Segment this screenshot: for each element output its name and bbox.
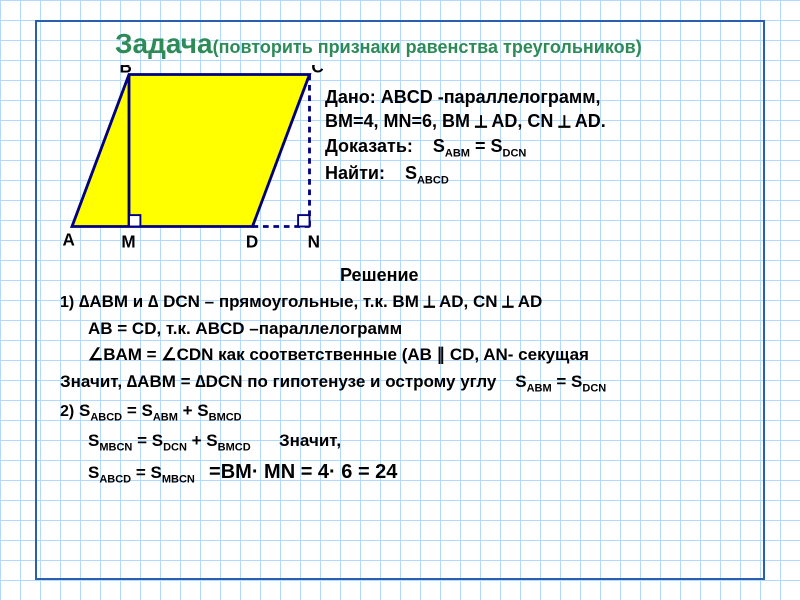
znachit: Значит, <box>279 431 341 450</box>
step2-line3: SABCD = SMBCN =BM· MN = 4· 6 = 24 <box>60 458 750 488</box>
s8sub: BMCD <box>218 441 251 453</box>
s9sub: ABCD <box>99 473 131 485</box>
final-calc: =BM· MN = 4· 6 = 24 <box>209 461 397 483</box>
find-s: S <box>405 163 417 183</box>
s2sub: DCN <box>582 382 606 394</box>
s10sub: MBCN <box>162 473 195 485</box>
label-d: D <box>246 232 258 251</box>
prove-sub1: ABM <box>445 147 470 159</box>
right-angle-m <box>129 215 140 226</box>
s4sub: ABM <box>153 412 178 424</box>
s6: S <box>88 431 99 450</box>
step2-line1: 2) SABCD = SABM + SBMCD <box>60 399 750 426</box>
label-m: M <box>121 232 135 251</box>
eqf: = S <box>136 463 162 482</box>
prove-sub2: DCN <box>503 147 527 159</box>
given-line3: Доказать: SABM = SDCN <box>325 134 606 161</box>
plus1: + S <box>183 401 209 420</box>
label-c: C <box>311 65 323 77</box>
s9: S <box>88 463 99 482</box>
eq3: = S <box>137 431 163 450</box>
parallelogram-abcd <box>72 75 310 227</box>
given-line2: BM=4, MN=6, BM ⟂ AD, CN ⟂ AD. <box>325 109 606 133</box>
label-b: B <box>120 65 132 77</box>
step1-line2: AB = CD, т.к. ABCD –параллелограмм <box>60 317 750 342</box>
s1: S <box>515 372 526 391</box>
solution-block: 1) ∆ABM и ∆ DCN – прямоугольные, т.к. BM… <box>60 290 750 490</box>
given-block: Дано: ABCD -параллелограмм, BM=4, MN=6, … <box>325 85 606 188</box>
eq1: = S <box>556 372 582 391</box>
step1-line4: Значит, ∆ABM = ∆DCN по гипотенузе и остр… <box>60 370 750 397</box>
label-a: A <box>63 231 75 250</box>
find-label: Найти: <box>325 163 385 183</box>
title-sub: (повторить признаки равенства треугольни… <box>213 37 642 57</box>
s7sub: DCN <box>163 441 187 453</box>
s3: S <box>79 401 90 420</box>
step2-num: 2) <box>60 403 74 420</box>
s1sub: ABM <box>527 382 552 394</box>
find-sub: ABCD <box>417 175 449 187</box>
step1-line1: 1) ∆ABM и ∆ DCN – прямоугольные, т.к. BM… <box>60 290 750 315</box>
s6sub: MBCN <box>99 441 132 453</box>
label-n: N <box>308 232 320 251</box>
prove-eq: = S <box>475 136 503 156</box>
eq2: = S <box>127 401 153 420</box>
step2-line2: SMBCN = SDCN + SBMCD Значит, <box>60 429 750 456</box>
step1-a: ∆ABM и ∆ DCN – прямоугольные, т.к. BM ⟂ … <box>79 292 542 311</box>
step1-d: Значит, ∆ABM = ∆DCN по гипотенузе и остр… <box>60 372 496 391</box>
prove-label: Доказать: <box>325 136 413 156</box>
geometry-diagram: A B C D M N <box>55 65 355 255</box>
s3sub: ABCD <box>90 412 122 424</box>
solution-label: Решение <box>340 265 419 286</box>
s5sub: BMCD <box>209 412 242 424</box>
title-main: Задача <box>115 28 213 59</box>
plus2: + S <box>192 431 218 450</box>
slide-title: Задача(повторить признаки равенства треу… <box>115 28 642 60</box>
step1-line3: ∠BAM = ∠CDN как соответственные (AB ∥ CD… <box>60 343 750 368</box>
step1-num: 1) <box>60 294 74 311</box>
given-line1: Дано: ABCD -параллелограмм, <box>325 85 606 109</box>
prove-s1: S <box>433 136 445 156</box>
given-line4: Найти: SABCD <box>325 161 606 188</box>
right-angle-n <box>298 215 309 226</box>
